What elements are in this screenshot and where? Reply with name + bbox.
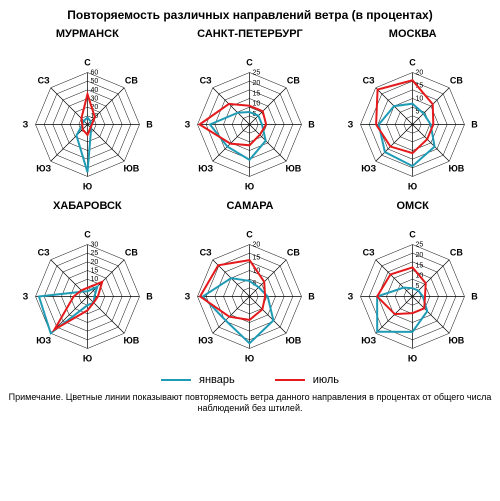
tick-label: 60 — [90, 70, 98, 77]
direction-label: СЗ — [200, 76, 212, 86]
tick-label: 15 — [253, 255, 261, 262]
legend-label: январь — [199, 374, 235, 386]
radar-cell: ОМСКССВВЮВЮЮЗЗСЗ510152025 — [333, 200, 492, 368]
direction-label: ЮВ — [286, 163, 302, 173]
legend-item: июль — [275, 374, 339, 386]
direction-label: СВ — [450, 76, 463, 86]
direction-label: СЗ — [363, 248, 375, 258]
tick-label: 25 — [253, 70, 261, 77]
tick-label: 20 — [416, 70, 424, 77]
direction-label: З — [23, 292, 29, 302]
direction-label: ЮВ — [286, 335, 302, 345]
chart-grid: МУРМАНСКССВВЮВЮЮЗЗСЗ102030405060САНКТ-ПЕ… — [8, 28, 492, 368]
direction-label: Ю — [83, 182, 92, 192]
tick-label: 20 — [416, 252, 424, 259]
city-name: ОМСК — [396, 200, 428, 212]
direction-label: СЗ — [37, 76, 49, 86]
page-title: Повторяемость различных направлений ветр… — [8, 8, 492, 22]
direction-label: С — [84, 230, 91, 240]
tick-label: 50 — [90, 78, 98, 85]
legend: январь июль — [8, 374, 492, 386]
direction-label: СЗ — [200, 248, 212, 258]
footnote: Примечание. Цветные линии показывают пов… — [8, 392, 492, 414]
direction-label: Ю — [408, 354, 417, 364]
tick-label: 20 — [90, 259, 98, 266]
direction-label: ЮВ — [449, 163, 465, 173]
direction-label: С — [409, 230, 416, 240]
radar-cell: ХАБАРОВСКССВВЮВЮЮЗЗСЗ51015202530 — [8, 200, 167, 368]
direction-label: ЮЗ — [199, 335, 214, 345]
city-name: МОСКВА — [389, 28, 437, 40]
direction-label: ЮЗ — [361, 335, 376, 345]
direction-label: СВ — [287, 248, 300, 258]
direction-label: З — [23, 120, 29, 130]
city-name: МУРМАНСК — [56, 28, 119, 40]
tick-label: 10 — [90, 276, 98, 283]
direction-label: Ю — [245, 182, 254, 192]
direction-label: С — [84, 58, 91, 68]
direction-label: С — [409, 58, 416, 68]
radar-cell: САМАРАССВВЮВЮЮЗЗСЗ5101520 — [171, 200, 330, 368]
tick-label: 30 — [90, 96, 98, 103]
direction-label: СЗ — [363, 76, 375, 86]
direction-label: Ю — [408, 182, 417, 192]
direction-label: СВ — [125, 76, 138, 86]
direction-label: С — [247, 58, 254, 68]
direction-label: З — [185, 120, 191, 130]
city-name: САМАРА — [226, 200, 273, 212]
direction-label: СЗ — [37, 248, 49, 258]
direction-label: ЮЗ — [361, 163, 376, 173]
direction-label: ЮЗ — [199, 163, 214, 173]
direction-label: В — [146, 120, 153, 130]
direction-label: В — [309, 120, 316, 130]
direction-label: В — [309, 292, 316, 302]
tick-label: 15 — [253, 90, 261, 97]
direction-label: ЮЗ — [36, 335, 51, 345]
tick-label: 15 — [416, 262, 424, 269]
legend-label: июль — [313, 374, 339, 386]
radar-chart: ССВВЮВЮЮЗЗСЗ102030405060 — [10, 41, 165, 196]
radar-chart: ССВВЮВЮЮЗЗСЗ5101520 — [172, 213, 327, 368]
radar-cell: САНКТ-ПЕТЕРБУРГССВВЮВЮЮЗЗСЗ510152025 — [171, 28, 330, 196]
radar-cell: МОСКВАССВВЮВЮЮЗЗСЗ5101520 — [333, 28, 492, 196]
tick-label: 10 — [416, 96, 424, 103]
radar-cell: МУРМАНСКССВВЮВЮЮЗЗСЗ102030405060 — [8, 28, 167, 196]
radar-chart: ССВВЮВЮЮЗЗСЗ510152025 — [172, 41, 327, 196]
direction-label: ЮВ — [449, 335, 465, 345]
direction-label: С — [247, 230, 254, 240]
direction-label: Ю — [245, 354, 254, 364]
tick-label: 15 — [90, 268, 98, 275]
city-name: ХАБАРОВСК — [53, 200, 122, 212]
direction-label: З — [185, 292, 191, 302]
direction-label: З — [348, 292, 354, 302]
radar-chart: ССВВЮВЮЮЗЗСЗ51015202530 — [10, 213, 165, 368]
direction-label: В — [471, 292, 478, 302]
direction-label: СВ — [125, 248, 138, 258]
direction-label: В — [471, 120, 478, 130]
tick-label: 20 — [253, 242, 261, 249]
radar-chart: ССВВЮВЮЮЗЗСЗ5101520 — [335, 41, 490, 196]
direction-label: Ю — [83, 354, 92, 364]
legend-swatch — [161, 379, 191, 381]
legend-item: январь — [161, 374, 235, 386]
direction-label: СВ — [287, 76, 300, 86]
tick-label: 25 — [90, 250, 98, 257]
tick-label: 40 — [90, 87, 98, 94]
direction-label: В — [146, 292, 153, 302]
legend-swatch — [275, 379, 305, 381]
direction-label: ЮВ — [123, 335, 139, 345]
direction-label: З — [348, 120, 354, 130]
tick-label: 20 — [253, 80, 261, 87]
direction-label: СВ — [450, 248, 463, 258]
tick-label: 30 — [90, 242, 98, 249]
radar-chart: ССВВЮВЮЮЗЗСЗ510152025 — [335, 213, 490, 368]
direction-label: ЮВ — [123, 163, 139, 173]
tick-label: 25 — [416, 242, 424, 249]
city-name: САНКТ-ПЕТЕРБУРГ — [197, 28, 303, 40]
direction-label: ЮЗ — [36, 163, 51, 173]
